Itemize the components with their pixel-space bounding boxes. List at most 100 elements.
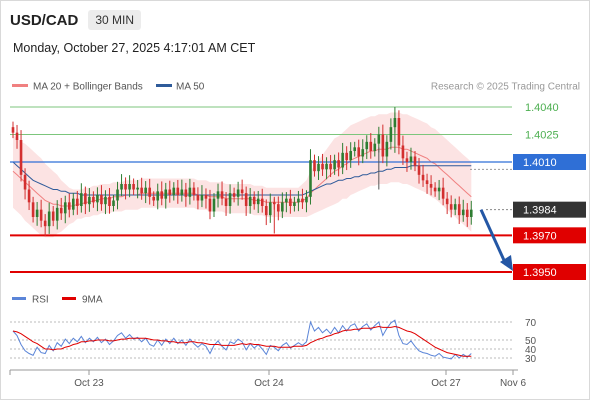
timeframe-badge[interactable]: 30 MIN xyxy=(88,10,142,30)
candle-body xyxy=(100,195,103,205)
candle-body xyxy=(349,151,352,161)
rsi-legend-label: RSI xyxy=(32,295,49,306)
candle-body xyxy=(365,141,369,150)
candle-body xyxy=(357,147,361,157)
candle-body xyxy=(232,193,236,197)
candle-body xyxy=(385,141,389,157)
candle-body xyxy=(128,184,131,190)
candle-body xyxy=(11,127,15,133)
candle-body xyxy=(337,160,340,168)
candle-body xyxy=(212,198,216,212)
candle-body xyxy=(401,145,405,159)
candle-body xyxy=(144,187,147,194)
candle-body xyxy=(220,191,224,199)
candle-body xyxy=(96,195,99,203)
candle-body xyxy=(200,195,204,201)
candle-body xyxy=(84,193,87,205)
rsi-tick-30: 30 xyxy=(525,354,537,365)
candle-body xyxy=(409,156,413,162)
candle-body xyxy=(445,198,449,205)
candle-body xyxy=(180,189,184,195)
candle-body xyxy=(417,165,421,175)
candle-body xyxy=(345,152,348,161)
candle-body xyxy=(43,220,47,227)
candle-body xyxy=(136,187,139,190)
candle-body xyxy=(184,189,188,197)
level-label-1-3950: 1.3950 xyxy=(523,267,557,279)
candle-body xyxy=(19,140,23,175)
candle-body xyxy=(156,191,160,201)
candle-body xyxy=(47,211,51,227)
level-label-1-3984: 1.3984 xyxy=(523,205,557,217)
candle-body xyxy=(51,211,55,221)
level-tag-1-4010 xyxy=(513,154,586,170)
price-levels: 1.4040 1.4025 1.4010 1.3984 1.3970 1.3950 xyxy=(10,102,586,280)
candle-body xyxy=(329,163,332,170)
candle-body xyxy=(256,198,260,205)
candle-body xyxy=(228,193,232,206)
candle-body xyxy=(297,198,300,203)
candle-body xyxy=(148,187,151,197)
candle-body xyxy=(373,143,377,151)
candle-body xyxy=(457,204,461,216)
candle-body xyxy=(216,191,220,199)
credit-text: Research © 2025 Trading Central xyxy=(431,82,580,93)
candle-body xyxy=(281,202,284,212)
timestamp: Monday, October 27, 2025 4:17:01 AM CET xyxy=(13,41,256,55)
level-tag-1-3950 xyxy=(513,264,586,280)
candle-body xyxy=(112,200,115,206)
candle-body xyxy=(317,163,320,172)
candle-body xyxy=(196,195,200,201)
candle-body xyxy=(59,207,63,214)
ma50-legend-swatch xyxy=(156,84,172,87)
candle-body xyxy=(116,189,119,201)
forecast-arrow-shaft xyxy=(479,209,508,266)
candle-body xyxy=(341,152,344,168)
level-tag-1-3970 xyxy=(513,227,586,244)
candle-body xyxy=(164,189,168,199)
x-tick-label: Nov 6 xyxy=(500,378,527,389)
candle-body xyxy=(124,184,127,190)
candle-body xyxy=(301,198,304,203)
candle-body xyxy=(277,204,280,212)
candle-body xyxy=(55,207,59,221)
ma9-legend-label: 9MA xyxy=(82,295,103,306)
candle-body xyxy=(268,202,272,216)
candle-body xyxy=(453,204,457,210)
rsi-tick-50: 50 xyxy=(525,336,537,347)
candle-body xyxy=(160,191,164,199)
candle-body xyxy=(469,209,473,217)
candle-body xyxy=(108,196,111,206)
candle-body xyxy=(353,147,356,151)
candle-body xyxy=(104,196,107,205)
candle-body xyxy=(240,189,244,194)
candle-body xyxy=(192,187,196,195)
candle-body xyxy=(441,187,445,199)
chart-header: USD/CAD 30 MIN xyxy=(10,8,142,32)
candle-body xyxy=(88,196,91,205)
candle-body xyxy=(305,196,308,203)
candlesticks xyxy=(11,107,473,237)
ma50-legend-label: MA 50 xyxy=(176,82,205,93)
candle-body xyxy=(132,184,135,190)
candle-body xyxy=(27,189,31,203)
candle-body xyxy=(264,206,268,216)
level-label-1-4010: 1.4010 xyxy=(523,157,557,169)
candle-body xyxy=(172,187,176,195)
candle-body xyxy=(67,202,71,210)
forecast-arrow xyxy=(479,209,513,271)
bollinger-band-fill xyxy=(13,112,472,238)
candle-body xyxy=(325,163,328,170)
candle-body xyxy=(252,196,256,205)
rsi-tick-40: 40 xyxy=(525,345,537,356)
ma20-legend-swatch xyxy=(12,84,28,87)
candle-body xyxy=(461,209,465,216)
level-label-1-4025: 1.4025 xyxy=(525,130,559,142)
candle-body xyxy=(80,193,83,206)
candle-body xyxy=(389,127,393,142)
indicator-legend: RSI 9MA xyxy=(12,295,103,306)
candle-body xyxy=(429,184,433,188)
candle-body xyxy=(244,193,248,206)
